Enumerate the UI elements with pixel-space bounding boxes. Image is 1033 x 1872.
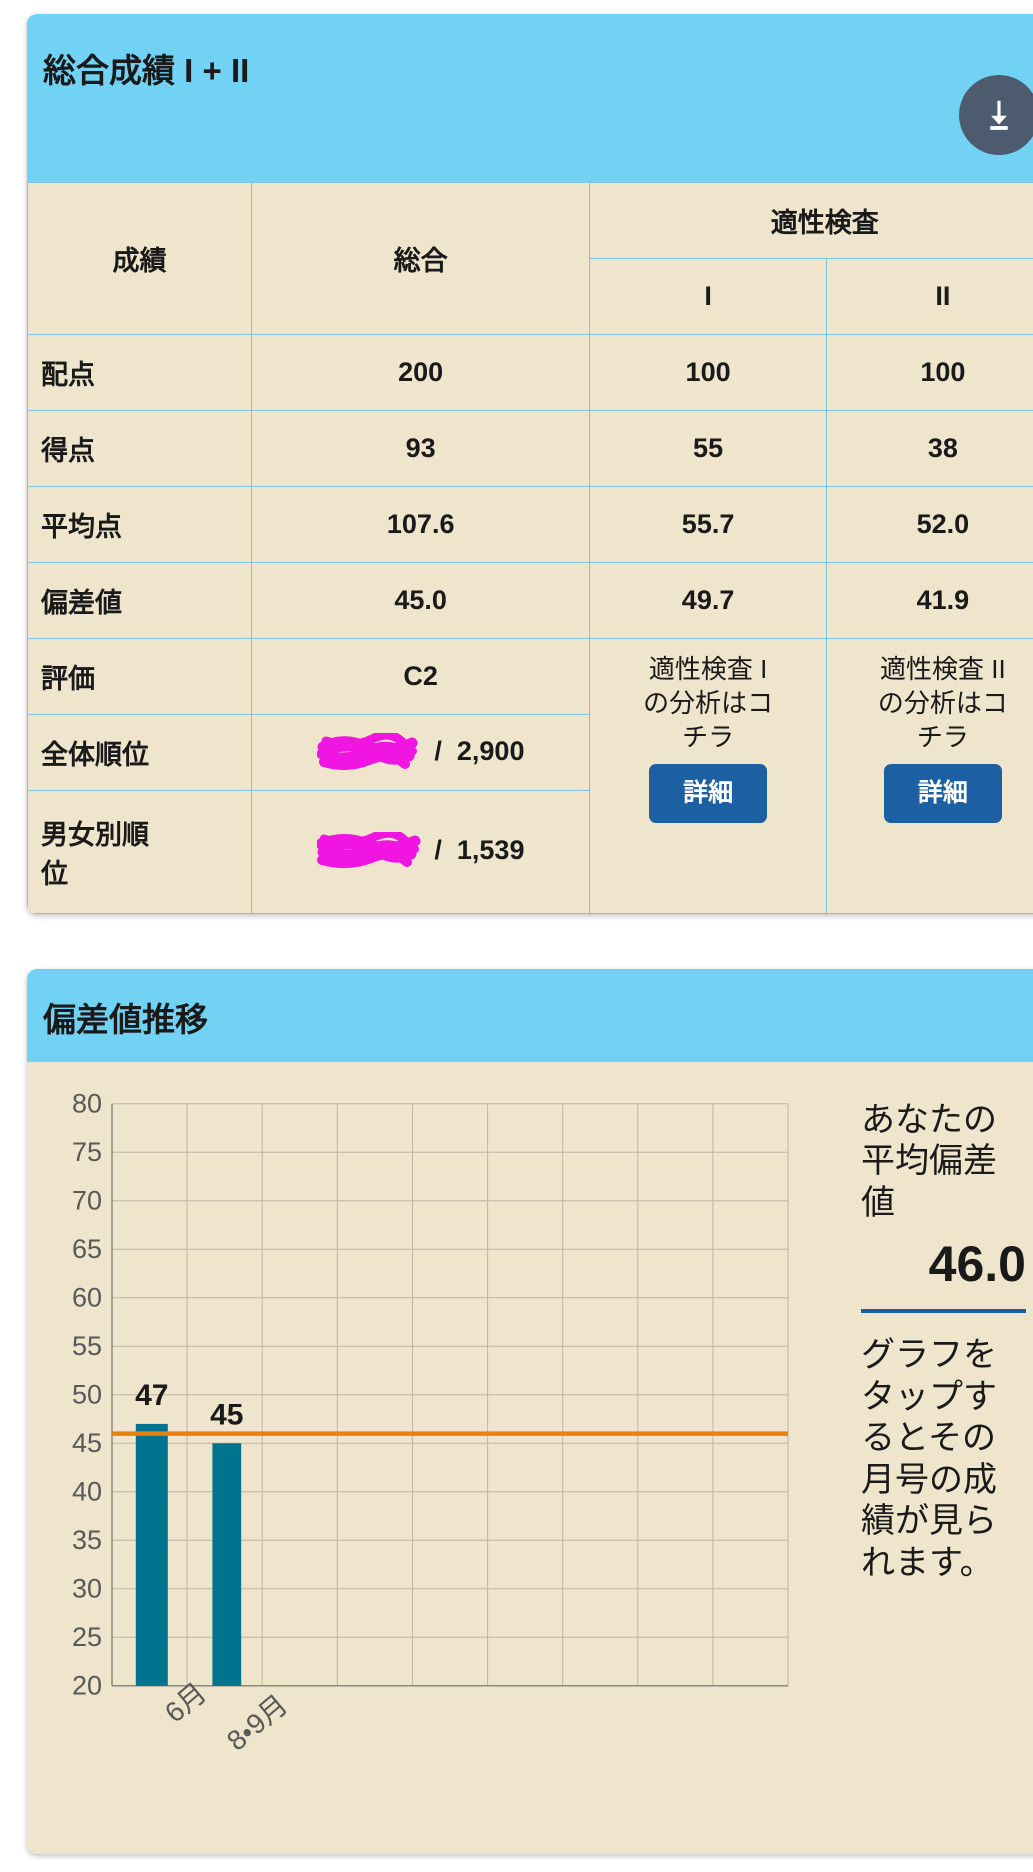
svg-text:8・9月: 8・9月 xyxy=(221,1689,294,1757)
svg-text:25: 25 xyxy=(72,1622,102,1652)
svg-text:60: 60 xyxy=(72,1283,102,1313)
svg-text:20: 20 xyxy=(72,1671,102,1701)
svg-text:45: 45 xyxy=(210,1399,243,1432)
svg-text:40: 40 xyxy=(72,1477,102,1507)
svg-text:70: 70 xyxy=(72,1186,102,1216)
svg-text:65: 65 xyxy=(72,1234,102,1264)
svg-text:30: 30 xyxy=(72,1574,102,1604)
svg-text:50: 50 xyxy=(72,1380,102,1410)
svg-text:80: 80 xyxy=(72,1089,102,1119)
svg-text:45: 45 xyxy=(72,1428,102,1458)
svg-text:47: 47 xyxy=(135,1379,168,1412)
svg-text:55: 55 xyxy=(72,1331,102,1361)
svg-text:75: 75 xyxy=(72,1137,102,1167)
svg-text:35: 35 xyxy=(72,1525,102,1555)
